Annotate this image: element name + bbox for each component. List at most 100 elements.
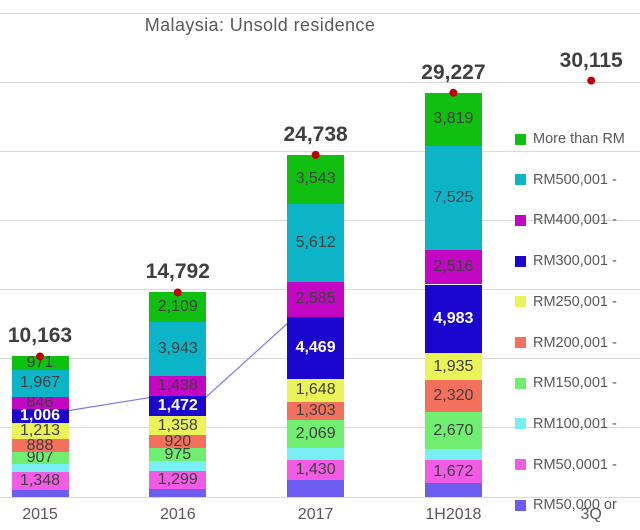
segment-value-label: 4,469 — [295, 339, 336, 357]
bar-segment — [11, 490, 69, 497]
x-axis-label-2016: 2016 — [160, 506, 196, 523]
segment-value-label: 1,672 — [433, 462, 474, 480]
bar-segment: 7,525 — [424, 145, 482, 250]
segment-value-label: 3,943 — [157, 339, 198, 357]
segment-value-label: 888 — [26, 436, 54, 454]
segment-value-label: 1,006 — [19, 406, 61, 424]
segment-value-label: 1,648 — [295, 381, 336, 399]
bar-segment: 3,543 — [287, 154, 345, 204]
bar-segment: 1,006 — [11, 406, 69, 424]
segment-value-label: 2,670 — [433, 421, 474, 439]
segment-value-label: 920 — [164, 432, 192, 450]
legend-label: RM300,001 - — [533, 253, 617, 270]
legend-label: RM150,001 - — [533, 375, 617, 392]
legend-label: RM50,0001 - — [533, 456, 617, 473]
segment-value-label: 2,320 — [433, 387, 474, 405]
legend-item: RM300,001 - — [515, 251, 617, 271]
gridline — [0, 150, 640, 152]
bar-segment: 2,069 — [287, 419, 345, 449]
segment-value-label: 1,430 — [295, 460, 336, 478]
bar-segment: 1,348 — [11, 471, 69, 491]
legend-item: RM50,000 or — [515, 495, 617, 515]
bar-segment: 1,213 — [11, 422, 69, 440]
bar-segment: 1,299 — [149, 471, 207, 490]
legend-swatch — [515, 377, 526, 389]
legend-item: RM100,001 - — [515, 414, 617, 434]
segment-value-label: 975 — [164, 445, 192, 463]
bar-segment: 5,612 — [287, 203, 345, 282]
gridline — [0, 496, 640, 498]
bar-segment: 1,472 — [149, 396, 207, 417]
bar-segment: 846 — [11, 394, 69, 410]
total-label: 24,738 — [283, 122, 348, 146]
legend-swatch — [515, 255, 526, 267]
legend-item: RM50,0001 - — [515, 455, 617, 475]
segment-value-label: 4,983 — [433, 309, 474, 327]
bar-segment: 1,967 — [11, 369, 69, 398]
total-label: 10,163 — [7, 324, 73, 348]
x-axis-label-1H2018: 1H2018 — [425, 506, 482, 523]
bar-segment: 1,672 — [424, 460, 482, 484]
bar-segment: 4,469 — [287, 317, 345, 380]
bar-segment: 971 — [11, 354, 69, 372]
bar-segment — [287, 448, 345, 461]
legend-swatch — [515, 214, 526, 226]
gridline — [0, 12, 640, 14]
bar-segment: 1,648 — [287, 379, 345, 402]
bar-segment: 2,109 — [149, 292, 207, 322]
bar-segment: 2,585 — [287, 281, 345, 318]
bar-segment: 3,943 — [149, 321, 207, 377]
segment-value-label: 2,585 — [295, 290, 336, 308]
segment-value-label: 2,516 — [433, 258, 474, 276]
segment-value-label: 971 — [26, 354, 54, 372]
legend-item: RM200,001 - — [515, 333, 617, 353]
bar-segment: 920 — [149, 432, 207, 450]
bar-segment: 888 — [11, 436, 69, 454]
legend-item: More than RM — [515, 129, 625, 149]
segment-value-label: 1,213 — [19, 422, 61, 440]
legend-item: RM250,001 - — [515, 292, 617, 312]
legend-label: RM100,001 - — [533, 415, 617, 432]
total-label: 14,792 — [145, 260, 210, 284]
bar-segment: 2,670 — [424, 412, 482, 450]
legend-swatch — [515, 296, 526, 308]
legend-label: RM400,001 - — [533, 212, 617, 229]
chart-title: Malaysia: Unsold residence — [144, 15, 376, 35]
segment-value-label: 1,438 — [157, 377, 198, 395]
gridline — [0, 81, 640, 83]
total-marker-dot — [587, 76, 596, 85]
segment-value-label: 1,358 — [157, 416, 198, 434]
bar-segment — [287, 479, 345, 497]
x-axis-label-2017: 2017 — [297, 506, 334, 523]
trend-line-segment — [65, 396, 154, 412]
bar-segment: 1,935 — [424, 353, 482, 381]
legend-label: RM250,001 - — [533, 293, 617, 310]
legend-swatch — [515, 337, 526, 348]
bar-segment — [424, 483, 482, 497]
legend-label: RM200,001 - — [533, 334, 617, 351]
legend-label: RM50,000 or — [533, 497, 617, 514]
segment-value-label: 3,819 — [433, 110, 474, 128]
bar-segment: 1,303 — [287, 401, 345, 420]
segment-value-label: 1,303 — [295, 401, 336, 419]
legend-swatch — [515, 499, 526, 511]
segment-value-label: 2,069 — [295, 425, 336, 443]
segment-value-label: 1,472 — [157, 397, 198, 415]
segment-value-label: 7,525 — [433, 188, 474, 206]
bar-segment: 2,320 — [424, 380, 482, 413]
bar-segment: 975 — [149, 445, 207, 463]
total-label: 30,115 — [559, 48, 623, 72]
legend-swatch — [515, 459, 526, 471]
bar-segment: 3,819 — [424, 92, 482, 146]
segment-value-label: 5,612 — [295, 233, 336, 251]
bar-segment: 1,430 — [287, 460, 345, 480]
legend-label: RM500,001 - — [533, 171, 617, 188]
bar-segment: 4,983 — [424, 284, 482, 354]
segment-value-label: 1,299 — [157, 471, 198, 489]
legend-item: RM500,001 - — [515, 170, 617, 190]
segment-value-label: 1,348 — [19, 471, 61, 489]
x-axis-label-3Q: 3Q — [580, 506, 602, 523]
bar-segment: 907 — [11, 450, 69, 466]
legend-item: RM150,001 - — [515, 373, 617, 393]
